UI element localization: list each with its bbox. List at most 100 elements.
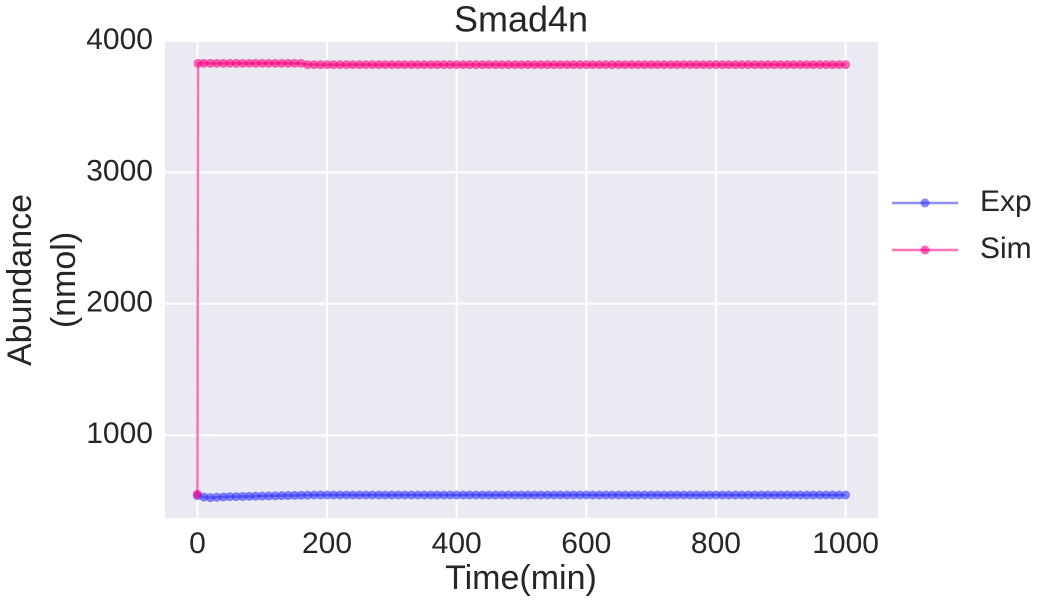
data-point: [724, 490, 734, 500]
data-point: [640, 490, 650, 500]
data-point: [406, 60, 416, 70]
data-point: [361, 60, 371, 70]
data-point: [737, 490, 747, 500]
data-point: [199, 58, 209, 68]
data-point: [290, 490, 300, 500]
data-point: [283, 491, 293, 501]
data-point: [614, 490, 624, 500]
data-point: [536, 490, 546, 500]
data-point: [303, 490, 313, 500]
data-point: [633, 60, 643, 70]
data-point: [309, 490, 319, 500]
data-point: [685, 490, 695, 500]
data-point: [620, 490, 630, 500]
data-point: [316, 490, 326, 500]
legend-label: Exp: [980, 185, 1032, 218]
data-point: [426, 490, 436, 500]
data-point: [841, 490, 851, 500]
data-point: [743, 60, 753, 70]
data-point: [510, 490, 520, 500]
data-point: [387, 490, 397, 500]
data-point: [354, 490, 364, 500]
data-point: [555, 490, 565, 500]
x-tick-label: 800: [691, 527, 741, 560]
data-point: [400, 60, 410, 70]
data-point: [251, 491, 261, 501]
data-point: [348, 60, 358, 70]
data-point: [568, 490, 578, 500]
data-point: [335, 60, 345, 70]
data-point: [834, 490, 844, 500]
data-point: [821, 490, 831, 500]
data-point: [808, 60, 818, 70]
data-point: [238, 58, 248, 68]
data-point: [549, 490, 559, 500]
data-point: [192, 489, 202, 499]
data-point: [802, 490, 812, 500]
data-point: [698, 60, 708, 70]
data-point: [828, 490, 838, 500]
legend-label: Sim: [980, 232, 1032, 265]
data-point: [244, 58, 254, 68]
data-point: [776, 490, 786, 500]
data-point: [523, 490, 533, 500]
data-point: [730, 490, 740, 500]
x-tick-label: 200: [302, 527, 352, 560]
data-point: [834, 60, 844, 70]
data-point: [815, 60, 825, 70]
data-point: [555, 60, 565, 70]
data-point: [562, 60, 572, 70]
data-point: [504, 490, 514, 500]
data-point: [367, 490, 377, 500]
data-point: [257, 491, 267, 501]
data-point: [341, 60, 351, 70]
data-point: [270, 491, 280, 501]
data-point: [542, 60, 552, 70]
data-point: [374, 60, 384, 70]
data-point: [497, 60, 507, 70]
data-point: [484, 490, 494, 500]
data-point: [763, 490, 773, 500]
data-point: [692, 60, 702, 70]
data-point: [756, 490, 766, 500]
data-point: [212, 492, 222, 502]
data-point: [212, 58, 222, 68]
data-point: [730, 60, 740, 70]
data-point: [666, 490, 676, 500]
data-point: [348, 490, 358, 500]
data-point: [380, 60, 390, 70]
data-point: [341, 490, 351, 500]
data-point: [283, 58, 293, 68]
data-point: [776, 60, 786, 70]
chart-title: Smad4n: [454, 0, 588, 40]
data-point: [445, 60, 455, 70]
data-point: [277, 58, 287, 68]
data-point: [322, 490, 332, 500]
data-point: [491, 60, 501, 70]
data-point: [205, 493, 215, 503]
data-point: [322, 60, 332, 70]
data-point: [270, 58, 280, 68]
data-point: [841, 60, 851, 70]
data-point: [542, 490, 552, 500]
data-point: [517, 60, 526, 70]
data-point: [711, 60, 721, 70]
data-point: [594, 490, 604, 500]
data-point: [562, 490, 572, 500]
data-point: [763, 60, 773, 70]
data-point: [335, 490, 345, 500]
data-point: [828, 60, 838, 70]
data-point: [361, 490, 371, 500]
data-point: [517, 490, 526, 500]
data-point: [698, 490, 708, 500]
data-point: [653, 60, 663, 70]
data-point: [607, 490, 617, 500]
data-point: [601, 490, 611, 500]
plot-area: [165, 41, 878, 518]
data-point: [329, 490, 339, 500]
data-point: [432, 60, 442, 70]
data-point: [264, 58, 274, 68]
data-point: [296, 490, 306, 500]
data-point: [316, 60, 326, 70]
